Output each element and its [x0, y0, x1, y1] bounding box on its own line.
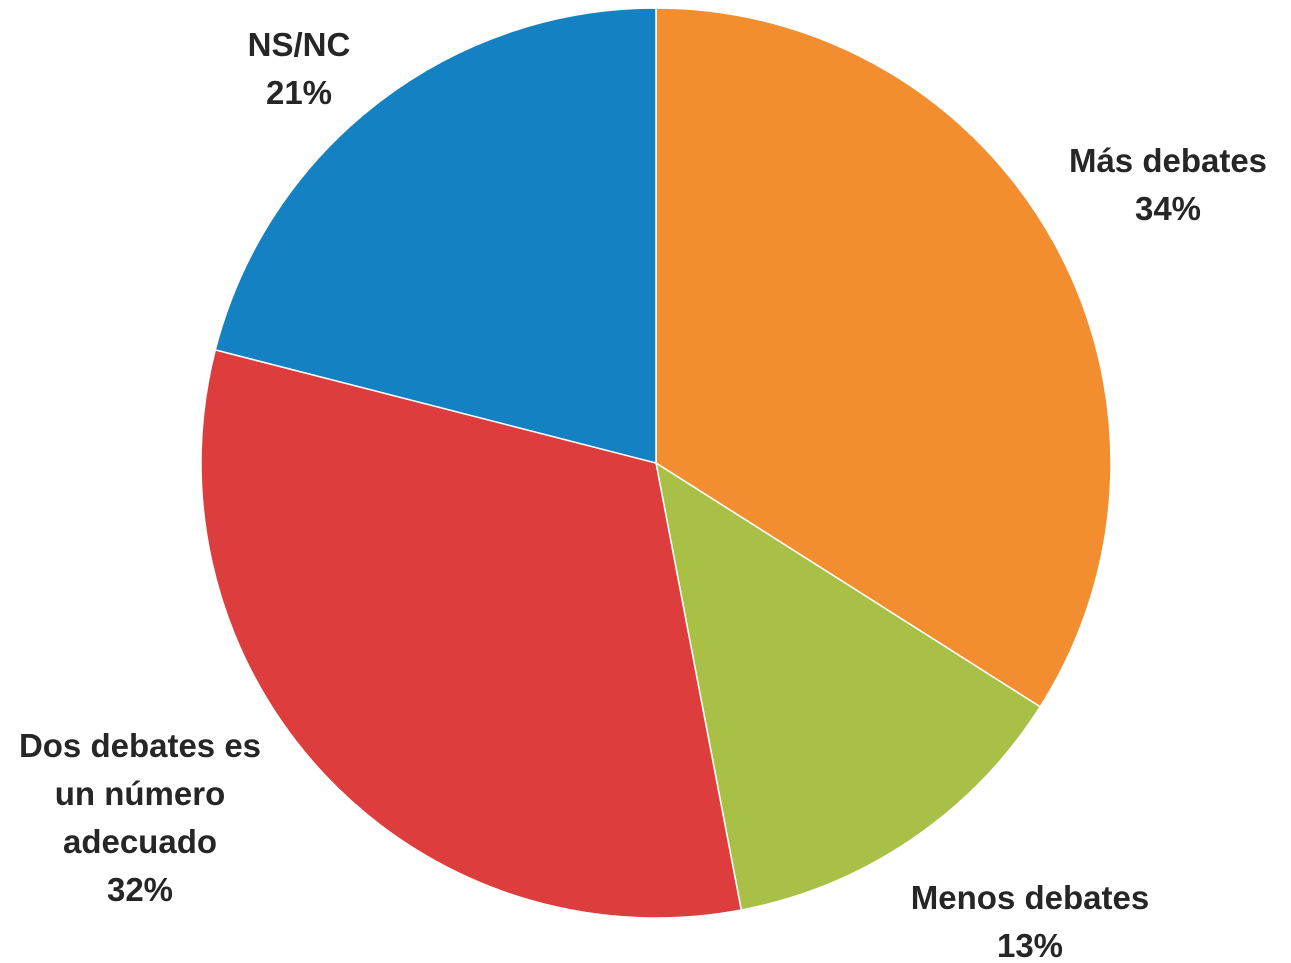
slice-label-4: NS/NC 21% — [248, 26, 351, 111]
slice-percent: 13% — [997, 927, 1063, 963]
slice-label-line: NS/NC — [248, 26, 351, 63]
slice-label-line: adecuado — [63, 823, 217, 860]
slice-label-line: Menos debates — [911, 879, 1149, 916]
slice-percent: 32% — [107, 871, 173, 908]
pie-slice-3 — [200, 348, 743, 919]
slice-label-line: un número — [55, 775, 226, 812]
pie-slice-4 — [214, 7, 657, 464]
pie-slice-1 — [655, 7, 1112, 708]
slice-label-1: Más debates 34% — [1069, 142, 1267, 227]
slice-percent: 21% — [266, 74, 332, 111]
pie-slice-2 — [654, 461, 1042, 911]
slice-label-2: Menos debates 13% — [911, 879, 1149, 963]
slice-percent: 34% — [1135, 190, 1201, 227]
pie-slices — [200, 7, 1112, 919]
pie-labels: Más debates 34% Menos debates 13% Dos debate… — [19, 26, 1267, 963]
slice-label-line: Más debates — [1069, 142, 1267, 179]
slice-label-line: Dos debates es — [19, 727, 261, 764]
slice-label-3: Dos debates es un número adecuado 32% — [19, 727, 261, 908]
